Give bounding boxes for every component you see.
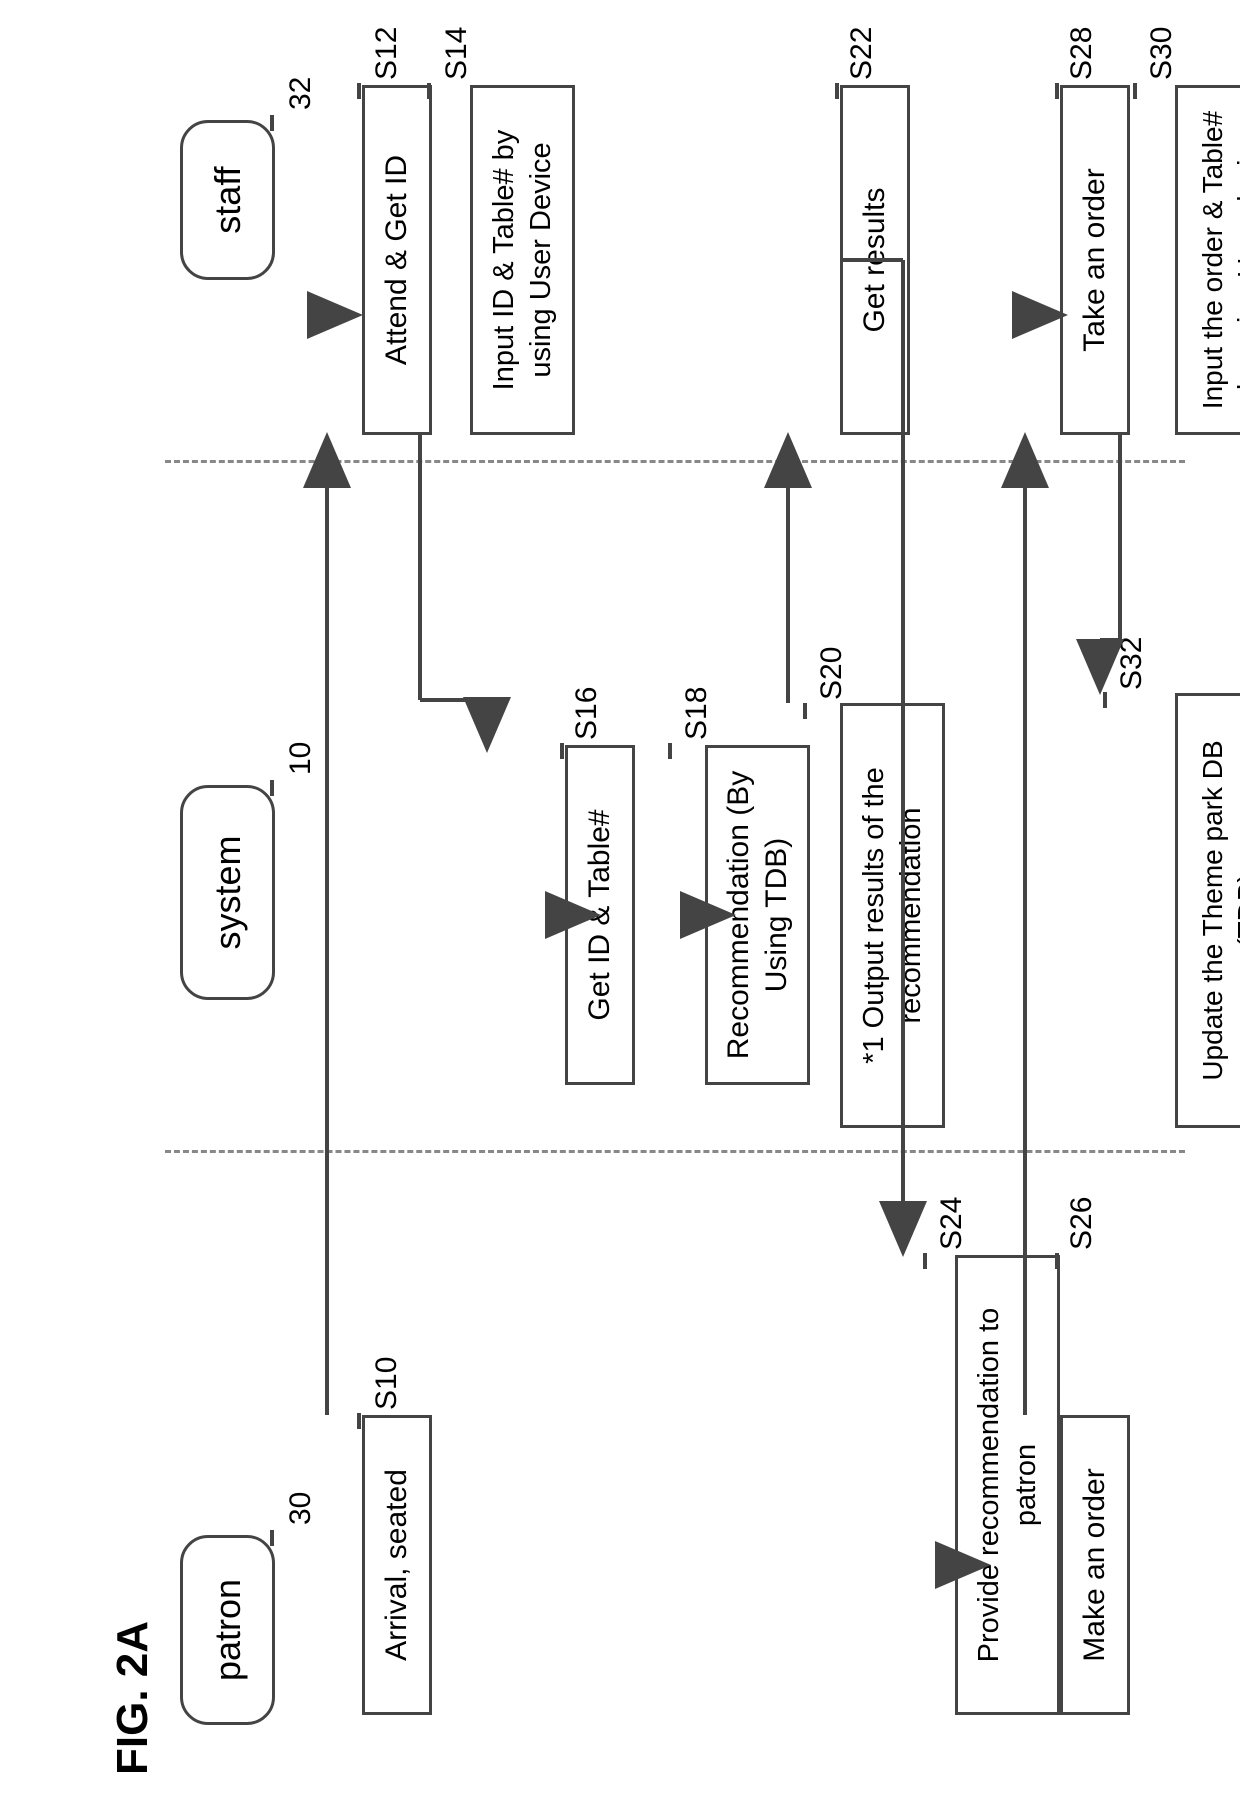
step-label: Get results (856, 187, 894, 332)
step-s26: Make an order (1060, 1415, 1130, 1715)
step-s14: Input ID & Table# by using User Device (470, 85, 575, 435)
step-label: Input ID & Table# by using User Device (486, 94, 559, 426)
step-label: Get ID & Table# (581, 809, 619, 1020)
step-id-s16: S16 (570, 687, 604, 740)
step-label: Make an order (1076, 1468, 1114, 1661)
step-s32: Update the Theme park DB (TDB) By adding… (1175, 693, 1240, 1128)
step-label: Take an order (1076, 168, 1114, 351)
step-id-s30: S30 (1145, 27, 1179, 80)
lane-header-label: patron (207, 1579, 249, 1681)
step-id-s10: S10 (370, 1357, 404, 1410)
lane-ref-tick (270, 1530, 274, 1546)
step-s20: *1 Output results of the recommendation (840, 703, 945, 1128)
step-label: Attend & Get ID (378, 155, 416, 365)
figure-title: FIG. 2A (108, 1621, 158, 1775)
step-id-s32: S32 (1115, 637, 1149, 690)
step-id-tick (835, 83, 839, 99)
step-s12: Attend & Get ID (362, 85, 432, 435)
figure-canvas: FIG. 2A patron 30 system 10 staff 32 Arr… (0, 0, 1240, 1799)
step-id-s26: S26 (1065, 1197, 1099, 1250)
step-s22: Get results (840, 85, 910, 435)
lane-ref-tick (270, 780, 274, 796)
step-id-tick (923, 1253, 927, 1269)
step-id-tick (1055, 83, 1059, 99)
step-id-s14: S14 (440, 27, 474, 80)
lane-header-label: system (207, 836, 249, 950)
step-id-tick (1103, 692, 1107, 708)
step-s10: Arrival, seated (362, 1415, 432, 1715)
step-id-s22: S22 (845, 27, 879, 80)
step-label: Arrival, seated (378, 1469, 416, 1661)
step-id-tick (803, 703, 807, 719)
step-s24: Provide recommendation to patron (955, 1255, 1060, 1715)
lane-ref-patron: 30 (284, 1492, 318, 1525)
lane-header-patron: patron (180, 1535, 275, 1725)
step-id-tick (668, 743, 672, 759)
lane-ref-tick (270, 115, 274, 131)
step-id-tick (427, 83, 431, 99)
lane-header-system: system (180, 785, 275, 1000)
step-id-tick (1055, 1253, 1059, 1269)
step-label: *1 Output results of the recommendation (856, 712, 929, 1119)
step-s30: Input the order & Table# by using User d… (1175, 85, 1240, 435)
lane-separator-staff (165, 460, 1185, 463)
step-id-tick (357, 1413, 361, 1429)
step-s18: Recommendation (By Using TDB) (705, 745, 810, 1085)
lane-ref-staff: 32 (284, 77, 318, 110)
step-label: Recommendation (By Using TDB) (720, 754, 795, 1076)
step-id-tick (357, 83, 361, 99)
step-id-s28: S28 (1065, 27, 1099, 80)
step-label: Input the order & Table# by using User d… (1195, 94, 1240, 426)
step-id-tick (560, 743, 564, 759)
lane-ref-system: 10 (284, 742, 318, 775)
step-s28: Take an order (1060, 85, 1130, 435)
step-id-s20: S20 (815, 647, 849, 700)
lane-header-label: staff (207, 166, 249, 233)
step-id-s18: S18 (680, 687, 714, 740)
step-id-s12: S12 (370, 27, 404, 80)
lane-header-staff: staff (180, 120, 275, 280)
step-label: Provide recommendation to patron (971, 1264, 1044, 1706)
step-label: Update the Theme park DB (TDB) By adding… (1195, 702, 1240, 1119)
step-s16: Get ID & Table# (565, 745, 635, 1085)
step-id-tick (1133, 83, 1137, 99)
step-id-s24: S24 (935, 1197, 969, 1250)
lane-separator-system (165, 1150, 1185, 1153)
